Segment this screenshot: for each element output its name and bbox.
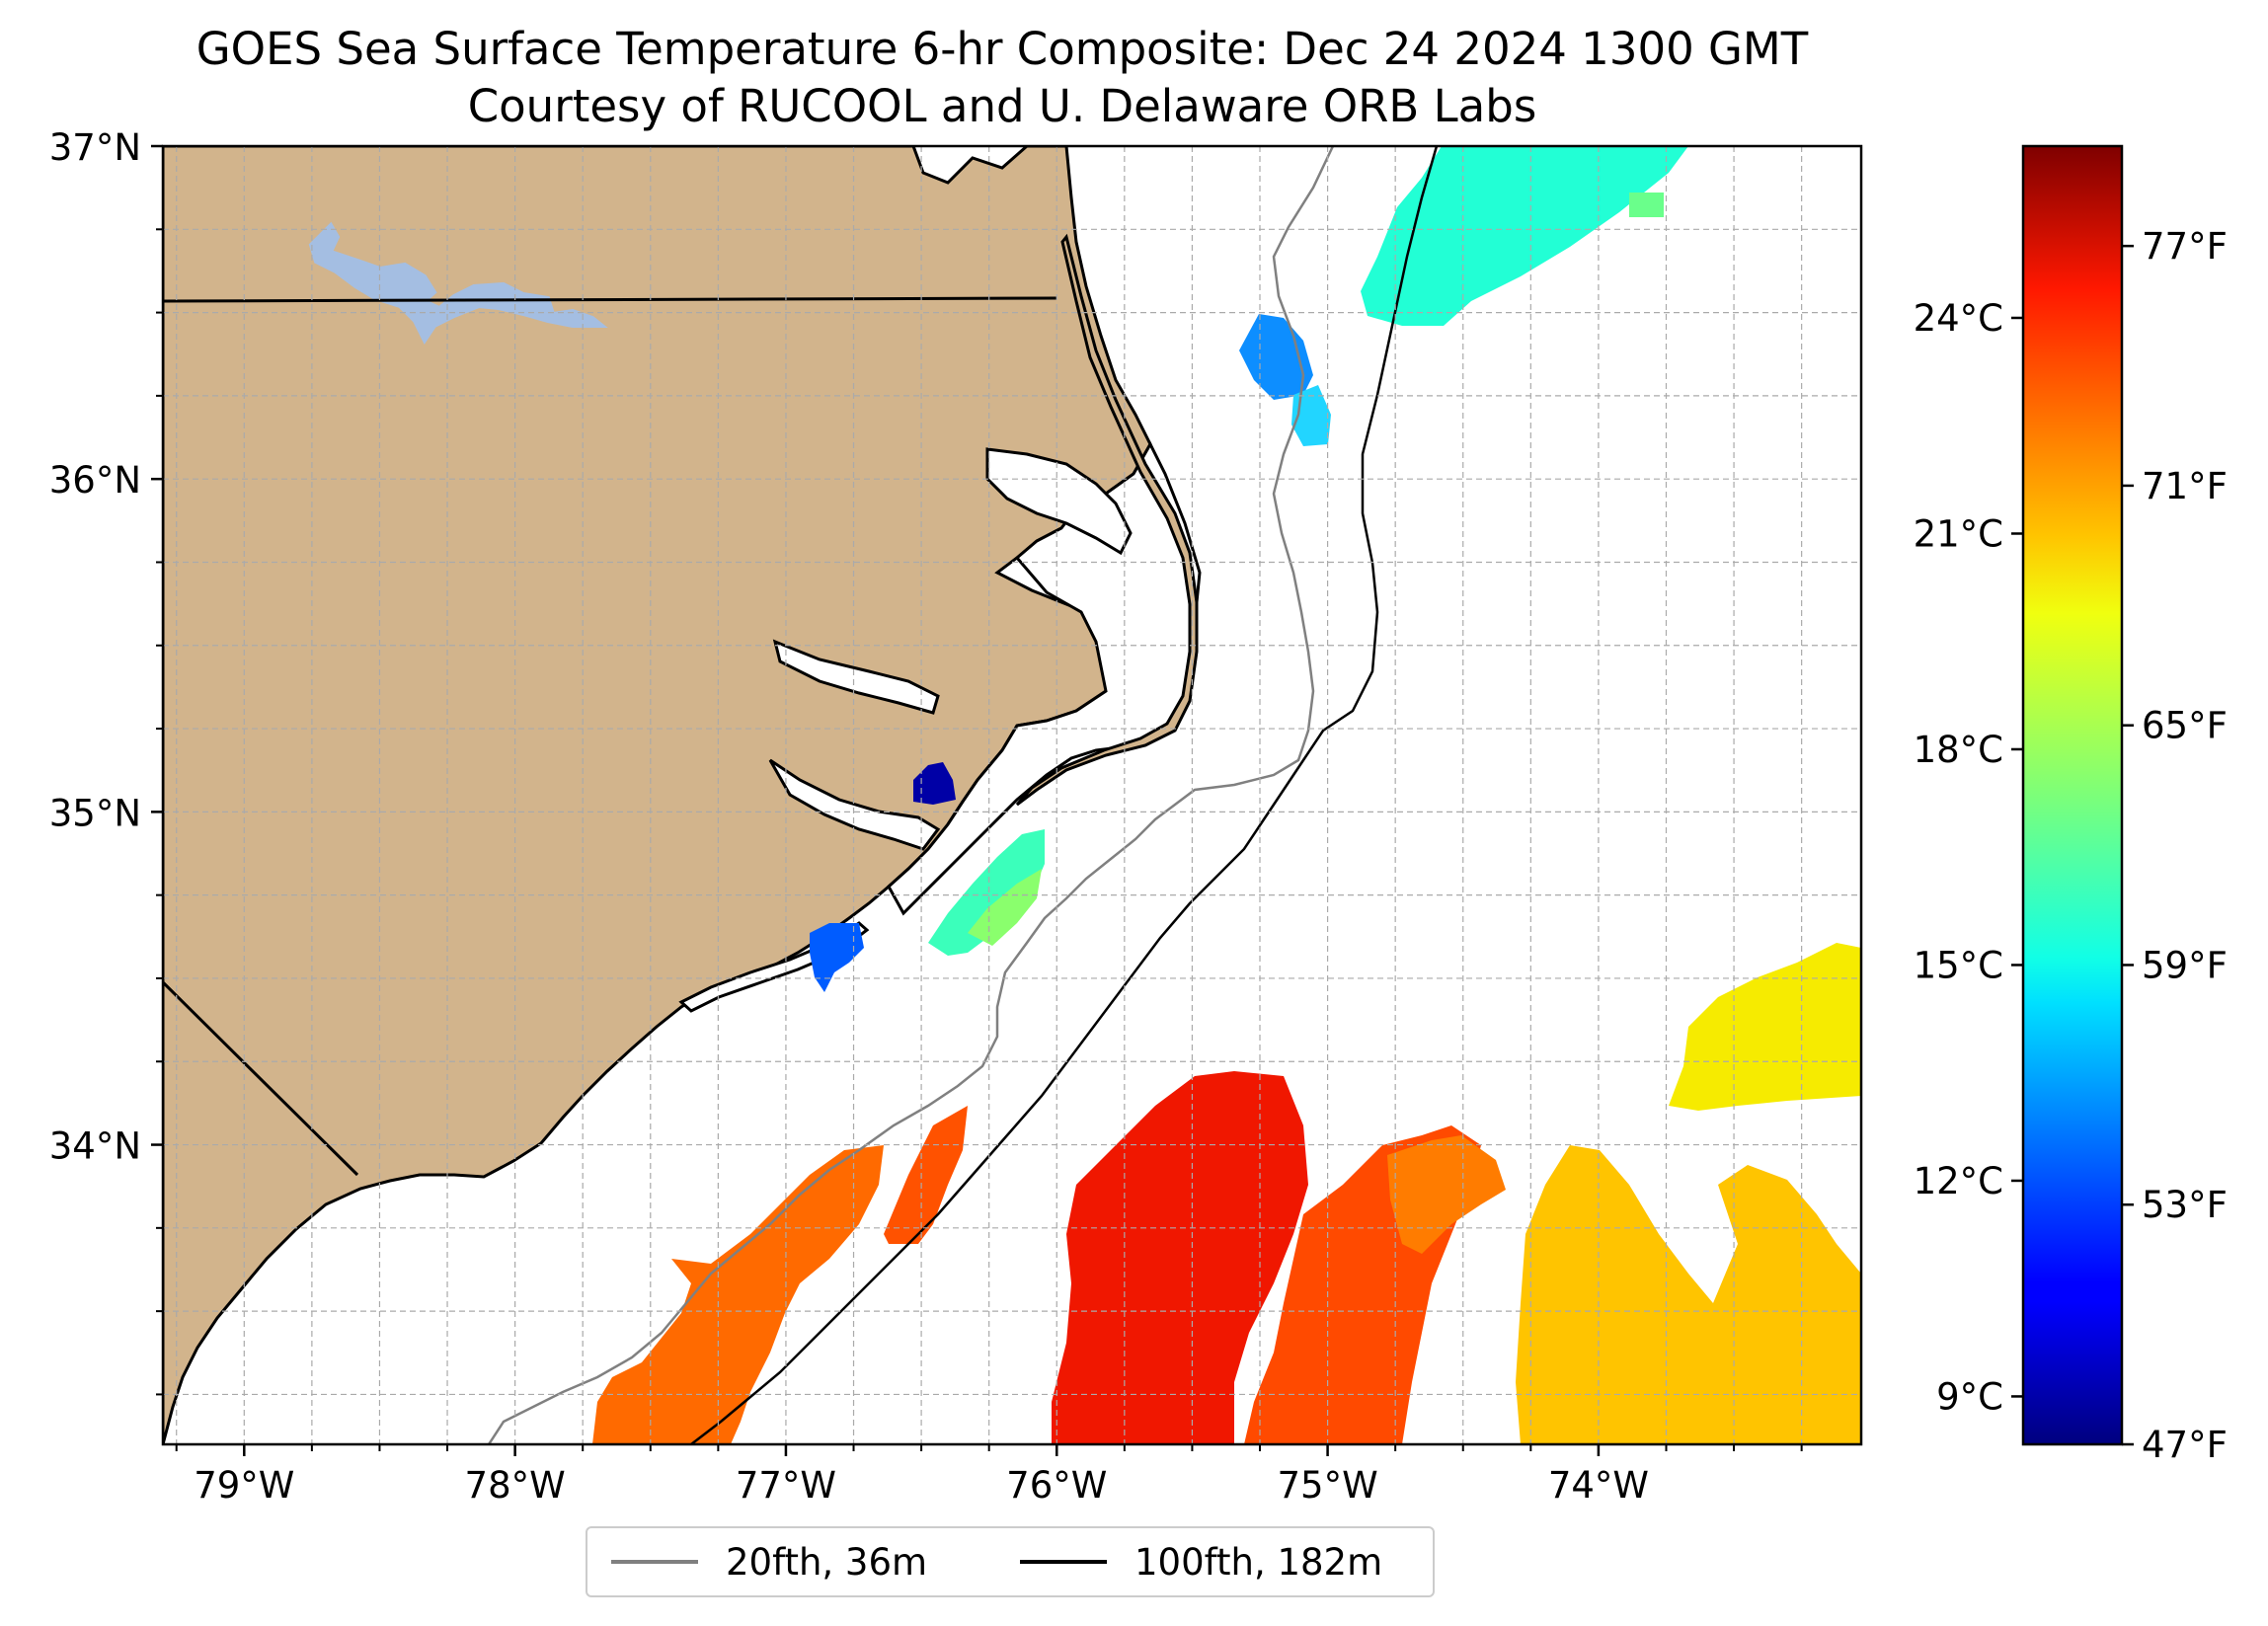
celsius-tick-label: 24°C (1914, 297, 2003, 340)
sst-patch-cape-lookout-shelf-2 (968, 869, 1042, 946)
pamlico-river (772, 639, 940, 715)
sst-patch-east-yellow (1669, 943, 1861, 1111)
sst-patch-oregon-inlet (1239, 314, 1313, 400)
neuse-river (768, 758, 941, 851)
isobath-legend: 20fth, 36m 100fth, 182m (586, 1526, 1435, 1597)
sst-patch-pamlico-sound (913, 762, 956, 805)
lat-tick-label: 35°N (49, 792, 141, 834)
sst-patch-gulf-stream-east-2 (1387, 1135, 1506, 1254)
lat-tick-label: 37°N (49, 126, 141, 169)
legend-line-gray (611, 1560, 698, 1564)
bogue-sound (678, 921, 870, 1013)
fahrenheit-tick-label: 77°F (2142, 225, 2228, 268)
celsius-tick-label: 12°C (1914, 1160, 2003, 1202)
sst-patch-onslow-bay (810, 923, 864, 992)
sst-patch-gulf-stream-core (1052, 1071, 1308, 1444)
sst-patch-cape-lookout-shelf (928, 829, 1045, 956)
lon-tick-label: 77°W (736, 1464, 836, 1507)
lon-tick-label: 78°W (465, 1464, 566, 1507)
sst-patch-north-offshore (1361, 146, 1688, 326)
fahrenheit-tick-label: 71°F (2142, 465, 2228, 507)
isobath-100-fathom (690, 146, 1439, 1444)
va-nc-border (163, 296, 1057, 303)
legend-label-100fth: 100fth, 182m (1134, 1540, 1383, 1584)
lat-tick-label: 36°N (49, 459, 141, 502)
legend-label-20fth: 20fth, 36m (726, 1540, 928, 1584)
celsius-tick-label: 15°C (1914, 944, 2003, 986)
gridlines (163, 146, 1861, 1444)
colorbar-celsius-axis: 24°C 21°C 18°C 15°C 12°C 9°C (1914, 297, 2023, 1418)
nc-sc-border (163, 980, 359, 1177)
albemarle-sound (985, 447, 1133, 556)
fahrenheit-tick-label: 65°F (2142, 705, 2228, 747)
colorbar-fahrenheit-axis: 77°F 71°F 65°F 59°F 53°F 47°F (2122, 225, 2228, 1466)
fahrenheit-tick-label: 59°F (2142, 944, 2228, 986)
lon-tick-label: 74°W (1548, 1464, 1649, 1507)
kerr-lake (308, 221, 608, 345)
celsius-tick-label: 9°C (1936, 1375, 2003, 1418)
lon-tick-label: 76°W (1006, 1464, 1107, 1507)
lat-tick-label: 34°N (49, 1125, 141, 1168)
legend-item-100fth: 100fth, 182m (1020, 1528, 1382, 1595)
isobath-20-fathom (487, 146, 1335, 1444)
lon-tick-label: 79°W (194, 1464, 294, 1507)
sst-patch-southeast (1516, 1145, 1861, 1444)
fahrenheit-tick-label: 53°F (2142, 1184, 2228, 1226)
legend-item-20fth: 20fth, 36m (611, 1528, 927, 1595)
map-title: GOES Sea Surface Temperature 6-hr Compos… (196, 23, 1809, 75)
lon-tick-label: 75°W (1277, 1464, 1377, 1507)
sst-patch-north-offshore-2 (1629, 193, 1664, 217)
map-frame (161, 144, 1863, 1446)
colorbar-gradient (2021, 144, 2124, 1446)
map-subtitle: Courtesy of RUCOOL and U. Delaware ORB L… (467, 80, 1537, 132)
sst-patch-gulf-stream-west (592, 1145, 884, 1444)
celsius-tick-label: 18°C (1914, 729, 2003, 771)
outer-banks (1015, 233, 1199, 807)
latitude-axis: 37°N 36°N 35°N 34°N (49, 126, 163, 1396)
celsius-tick-label: 21°C (1914, 512, 2003, 555)
legend-line-black (1020, 1560, 1107, 1564)
longitude-axis: 79°W 78°W 77°W 76°W 75°W 74°W (175, 1444, 1803, 1507)
fahrenheit-tick-label: 47°F (2142, 1424, 2228, 1466)
sst-patch-gulf-stream-west-2 (884, 1106, 968, 1244)
